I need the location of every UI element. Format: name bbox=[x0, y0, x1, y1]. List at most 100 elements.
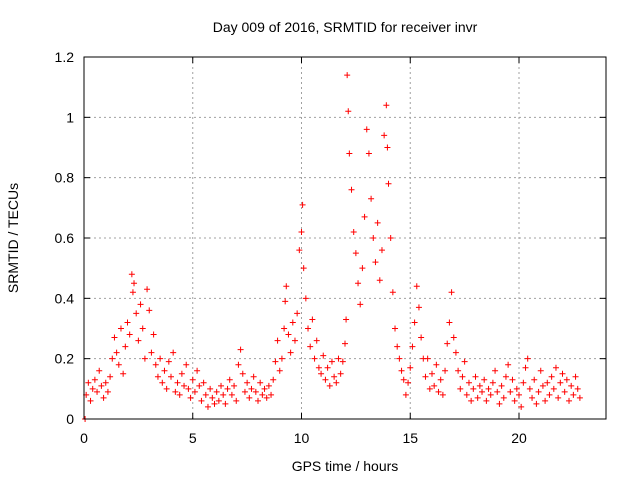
data-point bbox=[533, 400, 540, 407]
data-point bbox=[437, 376, 444, 383]
data-point bbox=[389, 289, 396, 296]
data-point bbox=[146, 307, 153, 314]
data-point bbox=[172, 388, 179, 395]
data-point bbox=[535, 388, 542, 395]
data-point bbox=[100, 394, 107, 401]
data-point bbox=[191, 388, 198, 395]
data-point bbox=[431, 382, 438, 389]
data-point bbox=[500, 394, 507, 401]
data-point bbox=[357, 301, 364, 308]
data-point bbox=[272, 358, 279, 365]
data-point bbox=[529, 394, 536, 401]
data-point bbox=[265, 382, 272, 389]
y-tick-label: 0.4 bbox=[55, 290, 75, 306]
data-point bbox=[348, 186, 355, 193]
data-point bbox=[170, 349, 177, 356]
data-point bbox=[378, 247, 385, 254]
data-point bbox=[246, 394, 253, 401]
data-point bbox=[281, 325, 288, 332]
data-point bbox=[411, 319, 418, 326]
data-point bbox=[250, 373, 257, 380]
data-point bbox=[492, 367, 499, 374]
data-point bbox=[137, 301, 144, 308]
data-point bbox=[557, 379, 564, 386]
data-point bbox=[542, 397, 549, 404]
data-point bbox=[144, 286, 151, 293]
data-point bbox=[352, 250, 359, 257]
data-point bbox=[165, 358, 172, 365]
data-point bbox=[133, 310, 140, 317]
data-point bbox=[120, 370, 127, 377]
data-point bbox=[516, 391, 522, 398]
data-point bbox=[485, 385, 492, 392]
data-point bbox=[139, 325, 146, 332]
data-point bbox=[159, 379, 166, 386]
data-point bbox=[209, 394, 216, 401]
y-tick-label: 0.2 bbox=[55, 351, 75, 367]
x-axis-label: GPS time / hours bbox=[292, 458, 399, 474]
tick-labels: 0 0.2 0.4 0.6 0.8 1 1.2 0 5 10 15 20 bbox=[55, 49, 527, 446]
data-point bbox=[496, 400, 503, 407]
data-point bbox=[326, 382, 333, 389]
data-point bbox=[135, 337, 142, 344]
data-point bbox=[168, 373, 174, 380]
data-point bbox=[287, 349, 294, 356]
data-point bbox=[128, 271, 135, 278]
data-point bbox=[396, 355, 403, 362]
data-point bbox=[235, 361, 242, 368]
data-point bbox=[111, 334, 118, 341]
data-point bbox=[513, 385, 520, 392]
data-point bbox=[152, 361, 159, 368]
data-point bbox=[202, 391, 209, 398]
data-point bbox=[376, 277, 383, 284]
data-point bbox=[259, 391, 266, 398]
data-point bbox=[129, 289, 136, 296]
data-point bbox=[257, 379, 264, 386]
data-point bbox=[555, 394, 562, 401]
data-point bbox=[372, 259, 379, 266]
data-point bbox=[439, 391, 446, 398]
data-point bbox=[518, 403, 525, 410]
y-axis-label: SRMTID / TECUs bbox=[5, 183, 21, 293]
data-point bbox=[426, 385, 433, 392]
data-point bbox=[313, 337, 320, 344]
data-point bbox=[398, 367, 405, 374]
data-point bbox=[261, 385, 268, 392]
data-point bbox=[561, 388, 568, 395]
data-point bbox=[296, 247, 303, 254]
data-point bbox=[335, 355, 342, 362]
data-point bbox=[422, 373, 429, 380]
data-point bbox=[505, 361, 512, 368]
data-point bbox=[207, 385, 214, 392]
data-point bbox=[104, 388, 111, 395]
data-point bbox=[282, 298, 289, 305]
data-point bbox=[94, 388, 101, 395]
data-point bbox=[215, 397, 222, 404]
data-point bbox=[435, 388, 442, 395]
data-point bbox=[96, 367, 103, 374]
data-point bbox=[526, 385, 533, 392]
data-point bbox=[522, 364, 529, 371]
data-point bbox=[448, 289, 455, 296]
data-point bbox=[394, 343, 401, 350]
data-point bbox=[237, 346, 244, 353]
data-point bbox=[568, 382, 575, 389]
data-point bbox=[359, 265, 366, 272]
data-point bbox=[507, 388, 514, 395]
data-point bbox=[400, 376, 407, 383]
data-point bbox=[141, 355, 148, 362]
data-point bbox=[374, 219, 381, 226]
data-point bbox=[546, 391, 553, 398]
data-point bbox=[345, 108, 352, 115]
data-point bbox=[520, 379, 527, 386]
data-point bbox=[337, 370, 344, 377]
y-tick-label: 0 bbox=[66, 411, 74, 427]
data-point bbox=[276, 367, 283, 374]
data-point bbox=[368, 195, 375, 202]
data-point bbox=[174, 379, 181, 386]
data-point bbox=[355, 280, 362, 287]
data-point bbox=[429, 370, 435, 377]
data-point bbox=[263, 394, 270, 401]
data-point bbox=[189, 376, 196, 383]
data-point bbox=[539, 382, 546, 389]
